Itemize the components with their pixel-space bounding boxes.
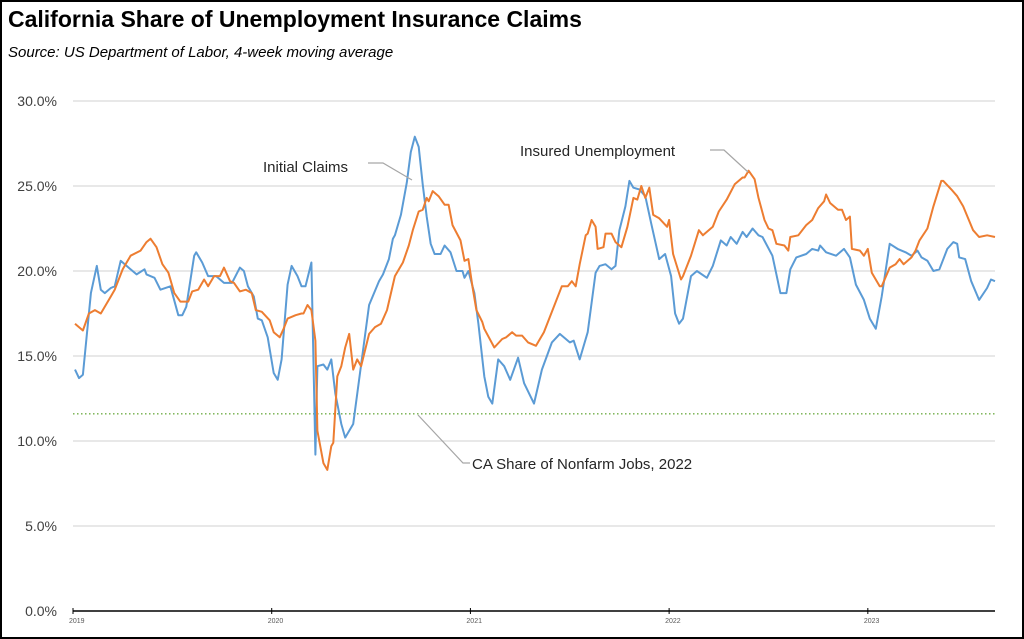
y-tick-label: 0.0% bbox=[25, 603, 57, 619]
insured-unemployment-leader-line bbox=[710, 149, 749, 173]
x-tick-label: 2023 bbox=[864, 618, 880, 625]
chart-title: California Share of Unemployment Insuran… bbox=[8, 6, 582, 32]
nonfarm-share-label: CA Share of Nonfarm Jobs, 2022 bbox=[472, 456, 692, 473]
x-tick-label: 2021 bbox=[466, 618, 482, 625]
initial-claims-label: Initial Claims bbox=[263, 159, 348, 176]
insured-unemployment-label: Insured Unemployment bbox=[520, 143, 676, 160]
x-tick-label: 2019 bbox=[69, 618, 85, 625]
y-tick-label: 30.0% bbox=[17, 93, 57, 109]
initial-claims-leader-line bbox=[368, 162, 413, 181]
annotations: Initial Claims Insured Unemployment CA S… bbox=[263, 143, 749, 473]
series-line-initial-claims bbox=[74, 135, 996, 456]
series-lines bbox=[74, 135, 996, 471]
series-line-insured-unemployment bbox=[74, 169, 996, 471]
nonfarm-share-leader-line bbox=[417, 414, 470, 464]
y-axis-ticks: 0.0% 5.0% 10.0% 15.0% 20.0% 25.0% 30.0% bbox=[17, 93, 57, 619]
x-tick-label: 2022 bbox=[665, 618, 681, 625]
y-tick-label: 10.0% bbox=[17, 433, 57, 449]
y-tick-label: 25.0% bbox=[17, 178, 57, 194]
y-tick-label: 15.0% bbox=[17, 348, 57, 364]
x-tick-label: 2020 bbox=[268, 618, 284, 625]
y-tick-label: 20.0% bbox=[17, 263, 57, 279]
x-axis: 2019 2020 2021 2022 2023 bbox=[69, 608, 995, 625]
y-tick-label: 5.0% bbox=[25, 518, 57, 534]
chart-subtitle: Source: US Department of Labor, 4-week m… bbox=[8, 44, 394, 61]
gridlines bbox=[73, 100, 995, 527]
